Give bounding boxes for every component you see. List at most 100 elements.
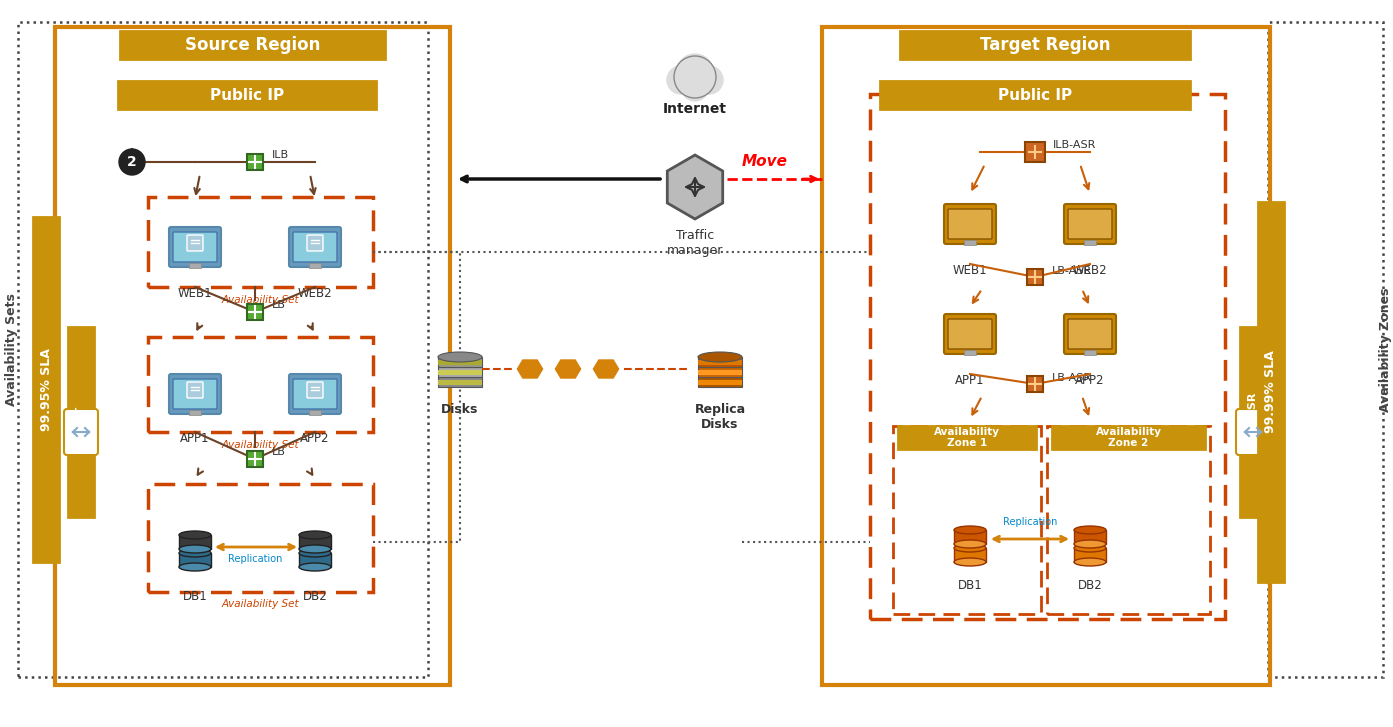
Text: Disks: Disks [442,403,479,416]
FancyBboxPatch shape [1064,204,1116,244]
FancyBboxPatch shape [306,382,323,398]
Bar [893,426,1041,614]
Bar [309,410,320,415]
Bar [148,484,373,592]
Text: Availability Set: Availability Set [221,440,299,450]
Text: DB2: DB2 [1078,579,1102,592]
Bar [698,357,742,367]
Circle shape [683,75,708,101]
Bar [437,380,482,385]
Polygon shape [517,360,543,378]
Bar [437,377,482,387]
Polygon shape [556,360,581,378]
Bar [118,81,376,109]
Ellipse shape [698,352,742,362]
Ellipse shape [178,545,210,553]
Bar [1084,350,1096,355]
Text: LB: LB [272,447,286,457]
Bar [299,553,332,567]
Bar [698,377,742,387]
Circle shape [695,66,723,94]
Bar [1052,426,1205,449]
Text: Availability Sets: Availability Sets [6,294,18,406]
Bar [1240,327,1266,517]
Ellipse shape [178,563,210,571]
Bar [18,22,428,677]
FancyBboxPatch shape [293,232,337,262]
Text: Availability Set: Availability Set [221,295,299,305]
Bar [954,548,986,562]
Text: VNET-ASR: VNET-ASR [1248,391,1258,453]
FancyBboxPatch shape [293,379,337,409]
Text: Availability Set: Availability Set [221,599,299,609]
Bar [1268,22,1383,677]
FancyBboxPatch shape [187,235,203,251]
Bar [1048,426,1211,614]
FancyBboxPatch shape [949,209,992,239]
Ellipse shape [954,526,986,534]
Ellipse shape [954,558,986,566]
Text: APP1: APP1 [180,432,210,445]
Text: 99.99% SLA: 99.99% SLA [1265,350,1277,433]
FancyBboxPatch shape [306,235,323,251]
Text: LB-ASR: LB-ASR [1052,373,1092,383]
Text: APP1: APP1 [956,374,985,387]
Text: Public IP: Public IP [997,87,1073,103]
Bar [299,535,332,549]
Bar [698,367,742,377]
Ellipse shape [299,545,332,553]
Text: WEB2: WEB2 [1073,264,1107,277]
Bar [54,27,450,685]
Text: Internet: Internet [663,102,727,116]
Ellipse shape [1074,526,1106,534]
FancyBboxPatch shape [169,227,221,267]
Bar [178,553,210,567]
FancyBboxPatch shape [1064,314,1116,354]
FancyBboxPatch shape [949,319,992,349]
FancyBboxPatch shape [944,204,996,244]
Text: LB: LB [272,300,286,310]
Bar [437,367,482,377]
Bar [698,370,742,375]
FancyBboxPatch shape [173,379,217,409]
FancyBboxPatch shape [1068,319,1112,349]
Ellipse shape [299,549,332,557]
Text: Replica
Disks: Replica Disks [695,403,745,431]
FancyBboxPatch shape [1236,409,1270,455]
Text: WEB1: WEB1 [953,264,988,277]
Ellipse shape [954,544,986,552]
Ellipse shape [1074,558,1106,566]
Bar [954,530,986,544]
Text: 2: 2 [127,155,137,169]
Bar [698,360,742,365]
Text: DB1: DB1 [957,579,982,592]
Ellipse shape [1074,544,1106,552]
Text: ILB: ILB [272,150,290,160]
Bar [964,350,976,355]
Bar [148,197,373,287]
Ellipse shape [178,549,210,557]
Text: DB2: DB2 [302,590,327,603]
Text: VNET: VNET [77,406,86,438]
Text: APP2: APP2 [1075,374,1105,387]
Ellipse shape [178,531,210,539]
Bar [698,380,742,385]
FancyBboxPatch shape [944,314,996,354]
Text: Public IP: Public IP [210,87,284,103]
Bar [898,426,1036,449]
Circle shape [677,54,713,90]
Bar [1084,240,1096,245]
Text: Availability
Zone 1: Availability Zone 1 [933,427,1000,449]
Text: WEB1: WEB1 [178,287,212,300]
Bar [68,327,93,517]
Bar [964,240,976,245]
Bar [178,535,210,549]
Polygon shape [593,360,618,378]
Ellipse shape [299,531,332,539]
FancyBboxPatch shape [1068,209,1112,239]
Bar [822,27,1270,685]
Bar [437,370,482,375]
Bar [189,410,201,415]
Text: Replication: Replication [228,554,283,564]
Text: WEB2: WEB2 [298,287,333,300]
